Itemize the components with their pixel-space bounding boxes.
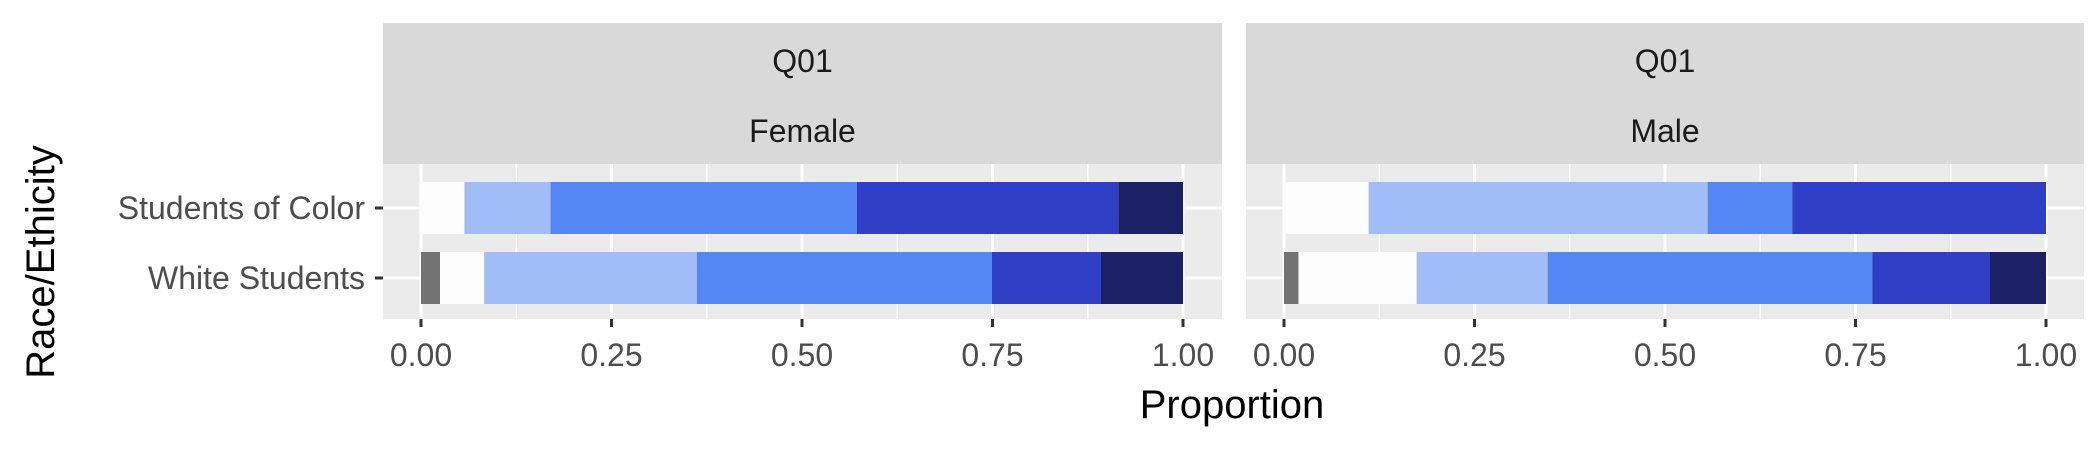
x-tick-label: 1.00 [1152,337,1214,373]
strip-label-top: Q01 [772,43,832,79]
bar-segment [421,252,441,304]
strip-label-bottom: Male [1630,113,1699,149]
bar-segment [1416,252,1548,304]
bar-segment [1100,252,1183,304]
bar-segment [1547,252,1873,304]
facet-panels: Q01 Female 0.00 0.25 0.50 0.75 1.00 Q01 Male 0.00… [383,23,2084,373]
y-tick-label: Students of Color [118,190,366,226]
bar-segment [1989,252,2046,304]
bar-segment [1284,182,1369,234]
bar-segment [1707,182,1793,234]
facet-panel: Q01 Male 0.00 0.25 0.50 0.75 1.00 [1246,23,2084,373]
bar-segment [1298,252,1417,304]
x-tick-label: 1.00 [2015,337,2077,373]
y-axis: Students of Color White Students [118,190,383,296]
y-axis-title: Race/Ethicity [19,145,63,378]
bar-segment [1284,252,1299,304]
x-tick-label: 0.75 [961,337,1023,373]
bar-segment [1872,252,1990,304]
bar-segment [856,182,1119,234]
bar-segment [484,252,697,304]
strip-label-top: Q01 [1635,43,1695,79]
bar-segment [421,182,465,234]
bar-segment [440,252,485,304]
facet-strip [1246,23,2084,164]
y-tick-label: White Students [148,260,365,296]
x-axis-title: Proportion [1140,383,1325,427]
strip-label-bottom: Female [749,113,856,149]
bar-segment [464,182,551,234]
x-tick-label: 0.50 [1634,337,1696,373]
bar-segment [1118,182,1183,234]
x-tick-label: 0.00 [1253,337,1315,373]
x-tick-label: 0.75 [1824,337,1886,373]
bar-segment [1368,182,1708,234]
facet-panel: Q01 Female 0.00 0.25 0.50 0.75 1.00 [383,23,1222,373]
x-tick-label: 0.25 [1443,337,1505,373]
x-tick-label: 0.50 [771,337,833,373]
bar-segment [550,182,857,234]
x-tick-label: 0.25 [580,337,642,373]
facet-strip [383,23,1222,164]
bar-segment [1792,182,2046,234]
x-tick-label: 0.00 [390,337,452,373]
bar-segment [696,252,992,304]
bar-segment [991,252,1101,304]
